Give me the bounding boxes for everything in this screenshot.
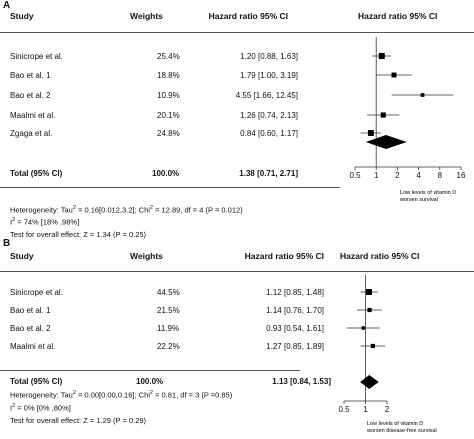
header-plot: Hazard ratio 95% CI: [358, 11, 438, 21]
header-study: Study: [10, 11, 34, 21]
header-hr: Hazard ratio 95% CI: [244, 251, 324, 261]
study-name: Sinicrope et al.: [10, 52, 63, 61]
point-estimate: [366, 289, 373, 295]
study-name: Maalmi et al.: [10, 111, 56, 120]
study-weight: 21.5%: [157, 306, 180, 315]
x-tick-label: 2: [395, 171, 400, 180]
panel-letter: A: [3, 0, 11, 11]
study-ci: 1.26 [0.74, 2.13]: [240, 111, 298, 120]
x-tick-label: 8: [438, 171, 443, 180]
forest-plot-b: 0.5 1 2 Low levels of vitamin D worsen dis…: [338, 275, 437, 434]
study-name: Bao et al. 2: [10, 324, 51, 333]
total-weight: 100.0%: [152, 169, 180, 178]
total-ci: 1.38 [0.71, 2.71]: [239, 169, 298, 178]
study-weight: 24.8%: [157, 129, 180, 138]
study-weight: 11.9%: [157, 324, 180, 333]
overall-effect-text: Test for overall effect: Z = 1.29 (P = 0…: [10, 416, 147, 425]
point-estimate: [361, 326, 365, 330]
header-study: Study: [10, 251, 34, 261]
study-name: Bao et al. 1: [10, 306, 51, 315]
study-weight: 22.2%: [157, 342, 180, 351]
annotation-line: worsen disease-free survival: [366, 428, 437, 434]
total-ci: 1.13 [0.84, 1.53]: [272, 377, 331, 386]
pooled-diamond: [365, 135, 407, 149]
point-estimate: [367, 307, 372, 313]
study-ci: 0.93 [0.54, 1.61]: [266, 324, 324, 333]
point-estimate: [370, 343, 376, 349]
header-plot: Hazard ratio 95% CI: [340, 251, 420, 261]
heterogeneity-text: Heterogeneity: Tau2 = 0.00[0.00,0.16]; C…: [10, 390, 233, 400]
x-tick-label: 4: [416, 171, 421, 180]
x-tick-label: 1: [363, 405, 368, 414]
study-weight: 20.1%: [157, 111, 180, 120]
x-tick-label: 0.5: [349, 171, 361, 180]
point-estimate: [420, 93, 425, 97]
forest-plot-a: 0.5 1 2 4 8 16 Low levels of vitamin D worsen…: [349, 37, 466, 203]
point-estimate: [367, 130, 374, 136]
pooled-diamond: [360, 375, 379, 389]
study-name: Bao et al. 1: [10, 71, 51, 80]
study-ci: 1.20 [0.88, 1.63]: [240, 52, 298, 61]
point-estimate: [391, 72, 397, 78]
study-name: Maalmi et al.: [10, 342, 56, 351]
header-weights: Weights: [130, 251, 163, 261]
annotation-line: Low levels of vitamin D: [400, 190, 456, 196]
study-ci: 1.14 [0.76, 1.70]: [266, 306, 324, 315]
study-weight: 25.4%: [157, 52, 180, 61]
total-label: Total (95% CI): [10, 377, 63, 386]
header-weights: Weights: [130, 11, 163, 21]
x-tick-label: 1: [374, 171, 379, 180]
study-weight: 18.8%: [157, 71, 180, 80]
point-estimate: [378, 53, 385, 59]
total-label: Total (95% CI): [10, 169, 63, 178]
study-name: Bao et al. 2: [10, 91, 51, 100]
overall-effect-text: Test for overall effect: Z = 1.34 (P = 0…: [10, 230, 147, 239]
study-ci: 1.12 [0.85, 1.48]: [266, 288, 324, 297]
total-weight: 100.0%: [136, 377, 164, 386]
total-divider: [0, 187, 340, 188]
study-name: Sinicrope et al.: [10, 288, 63, 297]
header-divider: [0, 271, 474, 272]
study-ci: 0.84 [0.60, 1.17]: [240, 129, 298, 138]
heterogeneity-text: Heterogeneity: Tau2 = 0.16[0.012,3.2]; C…: [10, 205, 243, 215]
x-tick-label: 16: [457, 171, 466, 180]
annotation-line: Low levels of vitamin D: [367, 421, 423, 427]
i-squared-text: I2 = 0% [0% ,80%]: [10, 403, 71, 413]
i-squared-text: I2 = 74% [18% ,98%]: [10, 217, 80, 227]
study-weight: 10.9%: [157, 91, 180, 100]
study-ci: 1.27 [0.85, 1.89]: [266, 342, 324, 351]
study-ci: 4.55 [1.66, 12.45]: [235, 91, 298, 100]
header-divider: [0, 32, 474, 33]
point-estimate: [380, 112, 386, 118]
header-hr: Hazard ratio 95% CI: [208, 11, 288, 21]
study-ci: 1.79 [1.00, 3.19]: [240, 71, 298, 80]
x-tick-label: 0.5: [338, 405, 350, 414]
study-weight: 44.5%: [157, 288, 180, 297]
x-tick-label: 2: [385, 405, 390, 414]
annotation-line: worsen survival: [399, 197, 438, 203]
panel-letter: B: [3, 238, 11, 249]
study-name: Zgaga et al.: [10, 129, 53, 138]
total-divider: [0, 370, 300, 371]
